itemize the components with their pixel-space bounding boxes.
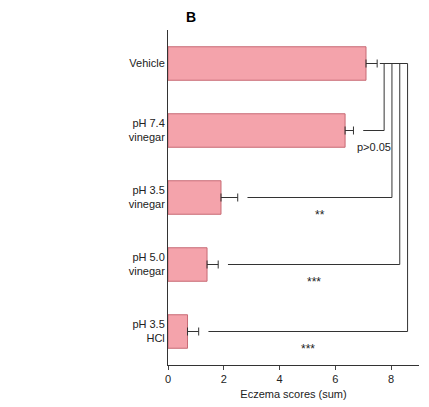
svg-text:***: *** xyxy=(307,275,321,289)
svg-text:p>0.05: p>0.05 xyxy=(357,141,391,153)
svg-text:**: ** xyxy=(315,208,325,222)
svg-text:Vehicle: Vehicle xyxy=(129,57,164,69)
svg-text:8: 8 xyxy=(388,373,394,385)
svg-text:4: 4 xyxy=(276,373,282,385)
svg-text:pH 5.0vinegar: pH 5.0vinegar xyxy=(129,251,165,277)
svg-text:0: 0 xyxy=(165,373,171,385)
svg-text:pH 3.5vinegar: pH 3.5vinegar xyxy=(129,184,165,210)
svg-text:2: 2 xyxy=(221,373,227,385)
svg-text:B: B xyxy=(186,9,196,25)
svg-text:6: 6 xyxy=(332,373,338,385)
svg-text:Eczema scores (sum): Eczema scores (sum) xyxy=(240,388,346,400)
svg-text:pH 3.5HCl: pH 3.5HCl xyxy=(132,318,164,344)
svg-text:pH 7.4vinegar: pH 7.4vinegar xyxy=(129,117,165,143)
svg-text:***: *** xyxy=(301,342,315,356)
